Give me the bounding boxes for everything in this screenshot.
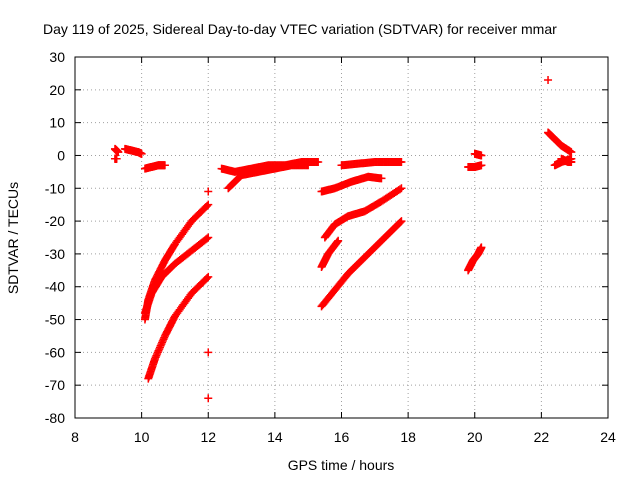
y-tick-label: -20 <box>45 213 65 229</box>
axis-ticks: 8 10 12 14 16 18 20 22 24 -80 -70 -60 -50 -40 -30 -20 -1… <box>45 49 616 445</box>
x-tick-label: 22 <box>534 429 550 445</box>
data-point <box>395 218 404 227</box>
y-tick-label: 10 <box>49 115 65 131</box>
grid-lines <box>75 57 608 418</box>
x-tick-label: 10 <box>134 429 150 445</box>
series-arc-c <box>120 144 146 158</box>
y-tick-label: -40 <box>45 279 65 295</box>
x-tick-label: 24 <box>600 429 616 445</box>
y-tick-label: -30 <box>45 246 65 262</box>
series-arc-l <box>224 161 313 193</box>
data-point <box>397 184 406 193</box>
data-point <box>160 161 169 170</box>
data-point <box>544 75 553 84</box>
plot-frame <box>74 56 609 419</box>
data-point <box>314 158 323 167</box>
series-arc-f <box>140 233 213 317</box>
data-point <box>204 348 213 357</box>
y-tick-label: 20 <box>49 82 65 98</box>
y-tick-label: -80 <box>45 410 65 426</box>
data-point <box>203 201 212 210</box>
data-points <box>110 75 576 403</box>
series-arc-t <box>470 149 486 160</box>
y-tick-label: 30 <box>49 49 65 65</box>
series-arc-g <box>144 272 213 383</box>
y-tick-label: -10 <box>45 180 65 196</box>
data-point <box>477 161 486 170</box>
series-arc-m <box>317 172 386 196</box>
series-arc-p <box>317 236 343 272</box>
data-point <box>304 161 313 170</box>
series-arc-u <box>544 75 553 84</box>
data-point <box>203 234 212 243</box>
x-tick-label: 16 <box>334 429 350 445</box>
series-arc-r <box>464 243 486 275</box>
series-arc-b <box>110 154 121 163</box>
series-arc-q <box>317 217 406 311</box>
data-point <box>204 233 213 242</box>
x-tick-label: 14 <box>267 429 283 445</box>
series-arc-x <box>557 154 576 167</box>
data-point <box>567 158 576 167</box>
y-tick-label: 0 <box>57 147 65 163</box>
x-tick-label: 18 <box>400 429 416 445</box>
data-point <box>204 200 213 209</box>
data-point <box>397 217 406 226</box>
series-arc-s <box>464 161 486 171</box>
data-point <box>334 236 343 245</box>
series-arc-j <box>204 394 213 403</box>
data-point <box>396 185 405 194</box>
series-arc-i <box>204 348 213 357</box>
series-arc-n <box>337 158 406 170</box>
data-point <box>203 274 212 283</box>
y-axis-label: SDTVAR / TECUs <box>5 182 21 294</box>
data-point <box>204 272 213 281</box>
series-arc-d <box>140 161 169 173</box>
data-point <box>204 394 213 403</box>
data-point <box>396 218 405 227</box>
data-point <box>137 149 146 158</box>
series-arc-a <box>110 144 123 157</box>
data-point <box>377 174 386 183</box>
x-axis-label: GPS time / hours <box>288 457 395 473</box>
data-point <box>477 151 486 160</box>
x-tick-label: 8 <box>71 429 79 445</box>
y-tick-label: -60 <box>45 344 65 360</box>
x-tick-label: 12 <box>200 429 216 445</box>
series-arc-h <box>204 187 213 196</box>
data-point <box>397 158 406 167</box>
y-tick-label: -70 <box>45 377 65 393</box>
chart-title: Day 119 of 2025, Sidereal Day-to-day VTE… <box>43 21 557 37</box>
data-point <box>112 154 121 163</box>
series-arc-o <box>320 184 406 242</box>
data-point <box>204 187 213 196</box>
y-tick-label: -50 <box>45 312 65 328</box>
data-point <box>114 148 123 157</box>
data-point <box>477 243 486 252</box>
x-tick-label: 20 <box>467 429 483 445</box>
series-arc-v <box>544 128 576 157</box>
